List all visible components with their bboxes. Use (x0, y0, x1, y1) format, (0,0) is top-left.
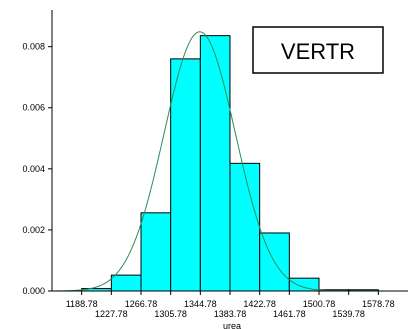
y-tick-label: 0.006 (22, 103, 45, 113)
x-tick-label: 1383.78 (214, 309, 247, 319)
histogram-bar (199, 35, 231, 292)
y-tick-label: 0.008 (22, 42, 45, 52)
y-tick-label: 0.004 (22, 164, 45, 174)
legend-box-label: VERTR (281, 39, 355, 64)
x-tick-label: 1266.78 (125, 299, 158, 309)
y-tick-label: 0.002 (22, 225, 45, 235)
x-axis-ticks: 1188.781227.781266.781305.781344.781383.… (66, 291, 395, 319)
x-tick-label: 1305.78 (154, 309, 187, 319)
x-tick-label: 1227.78 (95, 309, 128, 319)
x-tick-label: 1188.78 (66, 299, 98, 309)
legend-box-frame (252, 26, 384, 74)
x-tick-label: 1539.78 (332, 309, 365, 319)
x-tick-label: 1500.78 (303, 299, 336, 309)
histogram-bars (81, 35, 379, 292)
histogram-bar (140, 212, 172, 292)
x-tick-label: 1422.78 (243, 299, 276, 309)
legend-box: VERTR (252, 26, 384, 74)
histogram-bar (170, 58, 201, 292)
histogram-bar (229, 162, 261, 292)
y-tick-label: 0.000 (22, 286, 45, 296)
x-tick-label: 1344.78 (184, 299, 217, 309)
y-axis-ticks: 0.000 0.002 0.004 0.006 0.008 (22, 42, 52, 296)
histogram-bar (110, 274, 142, 292)
x-tick-label: 1461.78 (273, 309, 306, 319)
x-tick-label: 1578.78 (362, 299, 395, 309)
x-axis-label: urea (223, 321, 241, 329)
